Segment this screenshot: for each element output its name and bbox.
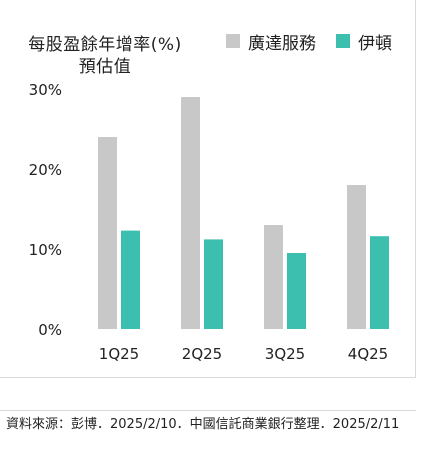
source-divider	[0, 410, 416, 411]
bar-4Q25-series-1	[347, 185, 366, 329]
y-tick-label: 30%	[29, 81, 62, 99]
bar-2Q25-series-2	[204, 239, 223, 329]
bar-1Q25-series-2	[121, 230, 140, 329]
y-tick-label: 20%	[29, 161, 62, 179]
y-tick-label: 0%	[38, 321, 62, 339]
legend-swatch-series-2	[336, 34, 350, 48]
bar-2Q25-series-1	[181, 97, 200, 329]
legend-label-series-1: 廣達服務	[248, 33, 316, 54]
bar-chart: 0% 10% 20% 30% 1Q25 2Q25 3Q25 4Q25	[29, 81, 389, 363]
bar-3Q25-series-1	[264, 225, 283, 329]
x-tick-label: 2Q25	[182, 345, 222, 363]
legend-item-series-2: 伊頓	[336, 31, 392, 54]
legend-item-series-1: 廣達服務	[226, 31, 316, 54]
x-tick-label: 4Q25	[348, 345, 388, 363]
legend-swatch-series-1	[226, 34, 240, 48]
x-tick-label: 1Q25	[99, 345, 139, 363]
y-tick-label: 10%	[29, 241, 62, 259]
x-tick-label: 3Q25	[265, 345, 305, 363]
source-note: 資料來源：彭博．2025/2/10．中國信託商業銀行整理．2025/2/11	[6, 417, 400, 432]
chart-title-line-2: 預估值	[78, 57, 132, 77]
bar-4Q25-series-2	[370, 236, 389, 329]
bar-3Q25-series-2	[287, 253, 306, 329]
bar-1Q25-series-1	[98, 137, 117, 329]
legend-label-series-2: 伊頓	[358, 33, 392, 54]
chart-title-line-1: 每股盈餘年增率(%)	[28, 35, 182, 55]
